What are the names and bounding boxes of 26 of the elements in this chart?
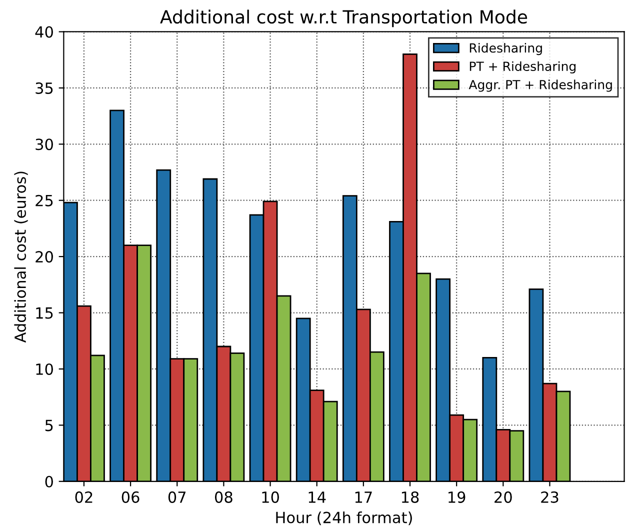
x-tick-label: 10 [262, 491, 279, 503]
x-tick-label: 20 [494, 491, 512, 503]
y-axis-title: Additional cost (euros) [14, 172, 28, 343]
y-tick-label: 10 [36, 363, 53, 375]
y-tick-label: 5 [45, 420, 53, 432]
y-tick-label: 25 [36, 194, 53, 206]
x-tick-label: 06 [122, 491, 140, 503]
x-tick-label: 19 [448, 491, 466, 503]
y-tick-label: 30 [36, 138, 53, 150]
x-tick-label: 08 [214, 491, 232, 503]
x-axis-title: Hour (24h format) [276, 511, 412, 526]
legend-label: PT + Ridesharing [470, 61, 576, 74]
y-tick-label: 20 [36, 251, 53, 263]
y-tick-label: 0 [45, 476, 53, 488]
x-tick-label: 23 [541, 491, 558, 503]
x-tick-label: 02 [75, 491, 92, 503]
x-tick-label: 14 [308, 492, 326, 503]
x-tick-label: 18 [402, 491, 419, 503]
y-tick-label: 35 [36, 82, 53, 94]
x-tick-label: 17 [355, 492, 372, 503]
chart-title: Additional cost w.r.t Transportation Mode [160, 10, 528, 28]
y-tick-label: 15 [36, 307, 53, 319]
legend-label: Ridesharing [470, 42, 542, 56]
y-tick-label: 40 [35, 26, 53, 38]
x-tick-label: 07 [168, 491, 186, 503]
legend-label: Aggr. PT + Ridesharing [468, 80, 612, 92]
